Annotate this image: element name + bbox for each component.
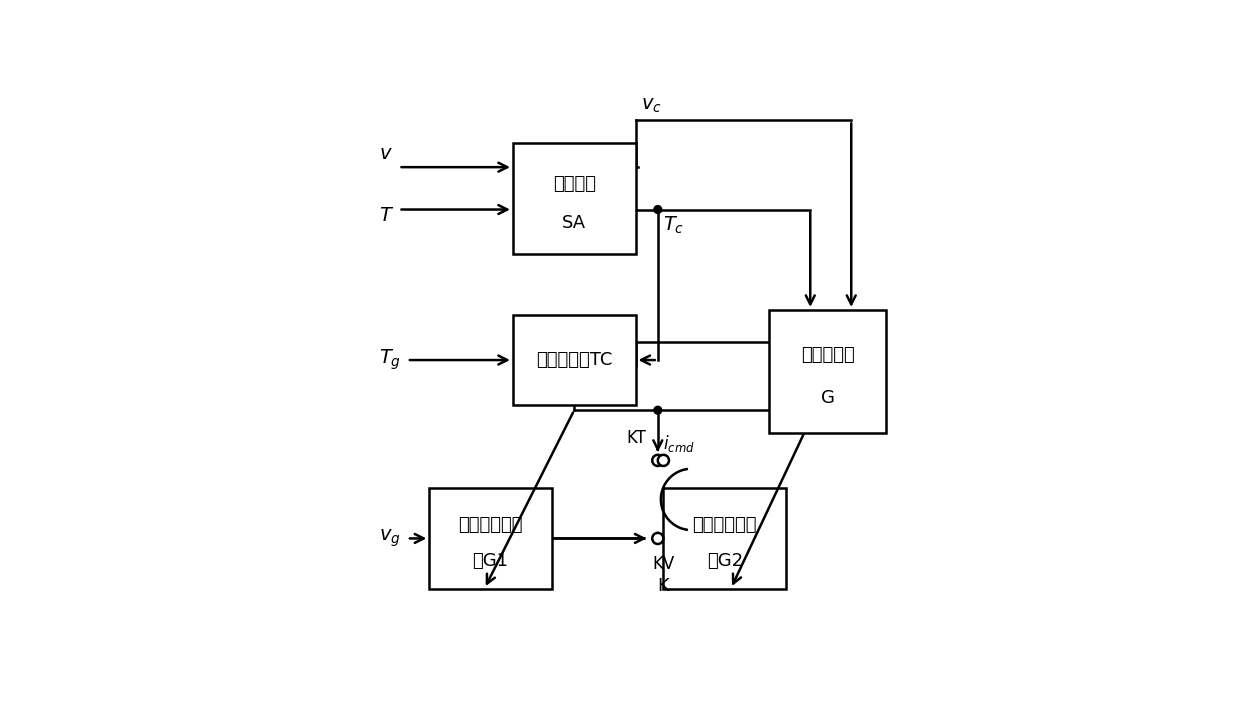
Text: $v_c$: $v_c$ <box>641 96 662 115</box>
Text: $T_g$: $T_g$ <box>379 348 401 372</box>
Text: SA: SA <box>562 214 587 232</box>
Text: 参数调整器: 参数调整器 <box>801 346 854 364</box>
FancyBboxPatch shape <box>513 316 635 405</box>
Text: KT: KT <box>626 429 646 447</box>
Text: KV: KV <box>652 555 675 573</box>
FancyBboxPatch shape <box>663 488 786 589</box>
Text: K: K <box>657 578 670 595</box>
Text: 速度闭环调节: 速度闭环调节 <box>459 516 523 534</box>
FancyBboxPatch shape <box>513 143 635 254</box>
Circle shape <box>652 533 663 544</box>
Text: $T_c$: $T_c$ <box>663 215 684 237</box>
Text: $i_{cmd}$: $i_{cmd}$ <box>663 433 696 454</box>
Text: G: G <box>821 390 835 407</box>
FancyBboxPatch shape <box>769 310 887 432</box>
Text: $T$: $T$ <box>379 206 394 224</box>
FancyBboxPatch shape <box>429 488 552 589</box>
Text: 采集模块: 采集模块 <box>553 175 595 193</box>
Text: $v_g$: $v_g$ <box>379 528 401 550</box>
Text: 器G1: 器G1 <box>472 552 508 570</box>
Text: 器G2: 器G2 <box>707 552 743 570</box>
Circle shape <box>657 455 668 466</box>
Text: 转矩控制器TC: 转矩控制器TC <box>536 351 613 369</box>
Circle shape <box>653 406 662 414</box>
Text: 电流闭环调节: 电流闭环调节 <box>692 516 756 534</box>
Circle shape <box>652 455 663 466</box>
Circle shape <box>653 206 662 214</box>
Text: $v$: $v$ <box>379 144 393 163</box>
